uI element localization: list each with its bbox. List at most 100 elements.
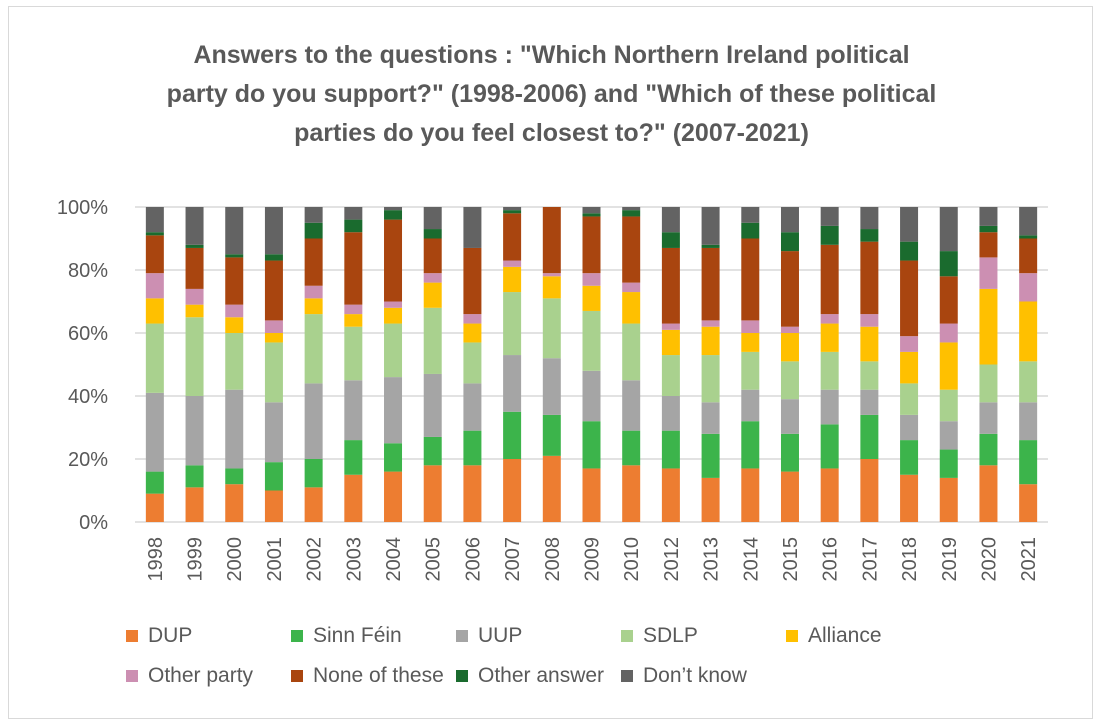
bar-segment <box>503 355 522 412</box>
legend-swatch <box>456 670 468 682</box>
bar-segment <box>225 257 244 305</box>
legend-swatch <box>621 630 633 642</box>
legend-item: UUP <box>456 624 522 648</box>
bar-segment <box>264 207 283 255</box>
bar-segment <box>384 471 403 522</box>
bar-segment <box>145 235 164 274</box>
bar-segment <box>185 207 204 245</box>
x-tick-label: 2001 <box>264 537 286 582</box>
bar-segment <box>1019 361 1038 403</box>
bar-segment <box>384 207 403 211</box>
bar-segment <box>344 304 363 315</box>
bar-segment <box>661 247 680 324</box>
bar-segment <box>1019 440 1038 485</box>
bar-segment <box>661 396 680 431</box>
legend-item: DUP <box>126 624 192 648</box>
x-tick-label: 1998 <box>145 537 167 582</box>
x-tick-label: 2007 <box>502 537 524 582</box>
y-tick-label: 100% <box>57 197 108 219</box>
bar-segment <box>741 389 760 422</box>
bar-segment <box>264 333 283 343</box>
bar-segment <box>582 468 601 522</box>
bar-segment <box>145 323 164 393</box>
bar-segment <box>661 430 680 469</box>
bar-segment <box>979 257 998 289</box>
bar-segment <box>622 323 641 381</box>
bar-segment <box>661 232 680 248</box>
bar-segment <box>701 355 720 403</box>
bar-segment <box>860 229 879 242</box>
bar-segment <box>582 310 601 371</box>
bar-segment <box>741 468 760 522</box>
bar-segment <box>304 222 323 239</box>
bar-segment <box>344 314 363 327</box>
bar-segment <box>741 351 760 390</box>
bar-segment <box>820 314 839 324</box>
bar-segment <box>542 455 561 522</box>
bar-segment <box>185 304 204 318</box>
bar-segment <box>264 490 283 522</box>
bar-segment <box>145 471 164 494</box>
bar-segment <box>780 399 799 434</box>
bar-segment <box>741 333 760 352</box>
x-tick-label: 2017 <box>859 537 881 582</box>
y-tick-label: 20% <box>68 449 108 471</box>
bar-segment <box>304 298 323 315</box>
bar-segment <box>860 459 879 522</box>
bar-segment <box>344 440 363 475</box>
bar-segment <box>860 414 879 459</box>
bar-segment <box>225 304 244 318</box>
bar-segment <box>622 216 641 283</box>
bar-segment <box>860 389 879 415</box>
bar-segment <box>900 336 919 352</box>
bar-segment <box>542 207 561 274</box>
bar-segment <box>1019 301 1038 362</box>
bar-segment <box>384 443 403 472</box>
legend-swatch <box>291 670 303 682</box>
bar-segment <box>1019 235 1038 239</box>
bar-segment <box>979 225 998 233</box>
bar-segment <box>900 207 919 242</box>
legend-swatch <box>126 630 138 642</box>
bar-segment <box>185 396 204 466</box>
bar-segment <box>701 402 720 434</box>
bar-segment <box>820 351 839 390</box>
bar-segment <box>542 276 561 299</box>
bar-segment <box>701 244 720 248</box>
bar-segment <box>264 462 283 491</box>
bar-segment <box>622 465 641 522</box>
bar-segment <box>463 314 482 324</box>
x-tick-label: 2004 <box>383 537 405 582</box>
bar-segment <box>145 392 164 472</box>
bar-segment <box>463 247 482 315</box>
bar-segment <box>344 326 363 381</box>
x-axis-ticks: 1998 1999 2000 2001 2002 2003 2004 2005 2006 2007… <box>145 537 1040 582</box>
bar-segment <box>622 292 641 324</box>
bar-segment <box>939 449 958 478</box>
legend-swatch <box>786 630 798 642</box>
bar-segment <box>542 358 561 415</box>
bar-segment <box>780 471 799 522</box>
legend-label: Other answer <box>478 664 605 687</box>
x-tick-label: 2005 <box>423 537 445 582</box>
bar-segment <box>264 320 283 333</box>
bar-segment <box>741 207 760 223</box>
x-tick-label: 2003 <box>343 537 365 582</box>
bar-segment <box>939 276 958 324</box>
bar-segment <box>463 430 482 466</box>
x-tick-label: 2008 <box>542 537 564 582</box>
legend-item: Other answer <box>456 664 604 688</box>
bar-segment <box>542 414 561 456</box>
bar-segment <box>225 389 244 469</box>
legend-swatch <box>456 630 468 642</box>
bar-segment <box>1019 402 1038 441</box>
legend-label: Don’t know <box>643 664 747 687</box>
bar-segment <box>185 288 204 305</box>
bar-segment <box>582 421 601 469</box>
x-tick-label: 2015 <box>780 537 802 582</box>
x-tick-label: 1999 <box>185 537 207 582</box>
bar-segment <box>225 207 244 255</box>
bar-segment <box>304 383 323 459</box>
chart-title-line-1: Answers to the questions : "Which Northe… <box>193 41 910 69</box>
bar-segment <box>225 333 244 390</box>
